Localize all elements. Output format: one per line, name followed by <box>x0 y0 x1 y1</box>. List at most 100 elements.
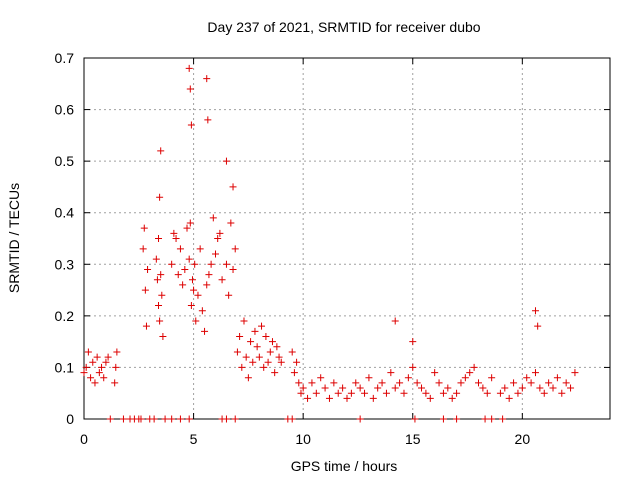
data-point <box>170 229 178 237</box>
data-point <box>168 260 176 268</box>
data-point <box>260 363 268 371</box>
y-tick-label: 0.1 <box>55 359 75 375</box>
data-point <box>481 415 489 423</box>
data-point <box>209 214 217 222</box>
data-point <box>391 317 399 325</box>
data-point <box>172 235 180 242</box>
y-tick-label: 0.6 <box>55 102 75 118</box>
data-point <box>216 229 224 237</box>
data-point <box>356 384 364 392</box>
y-tick-label: 0.2 <box>55 308 75 324</box>
data-point <box>204 116 212 124</box>
x-tick-label: 15 <box>405 431 421 447</box>
data-point <box>141 286 149 294</box>
data-point <box>112 363 120 371</box>
data-point <box>191 260 199 268</box>
data-point <box>222 415 230 423</box>
data-point <box>89 358 97 366</box>
data-point <box>431 369 439 377</box>
data-point <box>527 379 535 387</box>
data-point <box>192 317 200 325</box>
data-point <box>293 358 301 366</box>
data-point <box>142 322 150 330</box>
data-point <box>475 379 482 387</box>
data-point <box>205 271 213 279</box>
data-point <box>240 317 248 325</box>
data-point <box>161 415 169 423</box>
data-point <box>152 255 160 263</box>
data-point <box>159 332 167 340</box>
data-point <box>308 379 316 387</box>
data-point <box>181 265 189 273</box>
data-point <box>534 322 542 330</box>
data-point <box>457 379 465 387</box>
data-point <box>183 224 191 232</box>
data-point <box>264 358 272 366</box>
data-point <box>229 265 237 273</box>
data-point <box>488 415 496 423</box>
data-point <box>365 374 373 382</box>
data-point <box>514 389 522 397</box>
data-point <box>212 250 219 258</box>
data-point <box>325 394 333 402</box>
data-point <box>168 415 176 423</box>
x-tick-label: 0 <box>80 431 88 447</box>
data-point <box>277 358 285 366</box>
data-point <box>185 255 193 263</box>
data-point <box>391 384 399 392</box>
data-point <box>218 276 226 284</box>
data-point <box>80 369 88 377</box>
y-tick-label: 0.7 <box>55 50 75 66</box>
data-point <box>466 369 474 377</box>
data-point <box>155 302 163 310</box>
data-point <box>531 369 539 377</box>
data-point <box>190 286 198 294</box>
data-point <box>158 291 166 299</box>
data-point <box>378 379 386 387</box>
data-point <box>361 389 369 397</box>
data-point <box>549 384 557 392</box>
y-tick-label: 0.3 <box>55 256 75 272</box>
data-point <box>387 369 395 377</box>
data-point <box>140 224 148 232</box>
data-point <box>330 379 338 387</box>
data-point <box>268 338 276 346</box>
data-point <box>93 353 101 361</box>
data-point <box>266 348 274 356</box>
y-tick-label: 0.4 <box>55 205 75 221</box>
data-point <box>273 343 281 351</box>
data-point <box>501 384 509 392</box>
data-point <box>229 183 237 191</box>
data-point <box>137 415 145 423</box>
data-point <box>82 363 90 371</box>
data-point <box>253 343 261 351</box>
data-point <box>288 415 296 423</box>
x-tick-label: 10 <box>295 431 311 447</box>
data-point <box>179 281 187 289</box>
data-point <box>227 219 235 227</box>
data-point <box>374 384 382 392</box>
data-point <box>439 389 447 397</box>
data-point <box>187 121 195 129</box>
data-point <box>201 327 209 335</box>
data-point <box>84 348 92 356</box>
data-point <box>262 332 270 340</box>
data-point <box>87 374 95 382</box>
x-axis-label: GPS time / hours <box>291 458 398 474</box>
data-point <box>207 260 215 268</box>
data-point <box>382 389 390 397</box>
data-point <box>187 302 195 310</box>
data-point <box>444 384 452 392</box>
data-point <box>249 358 257 366</box>
data-point <box>119 415 127 423</box>
data-point <box>113 348 121 356</box>
data-point <box>343 394 351 402</box>
data-point <box>203 281 211 289</box>
data-point <box>231 415 239 423</box>
data-point <box>418 384 426 392</box>
data-point <box>156 193 164 201</box>
data-point <box>499 415 507 423</box>
data-point <box>545 379 553 387</box>
data-point <box>233 348 241 356</box>
